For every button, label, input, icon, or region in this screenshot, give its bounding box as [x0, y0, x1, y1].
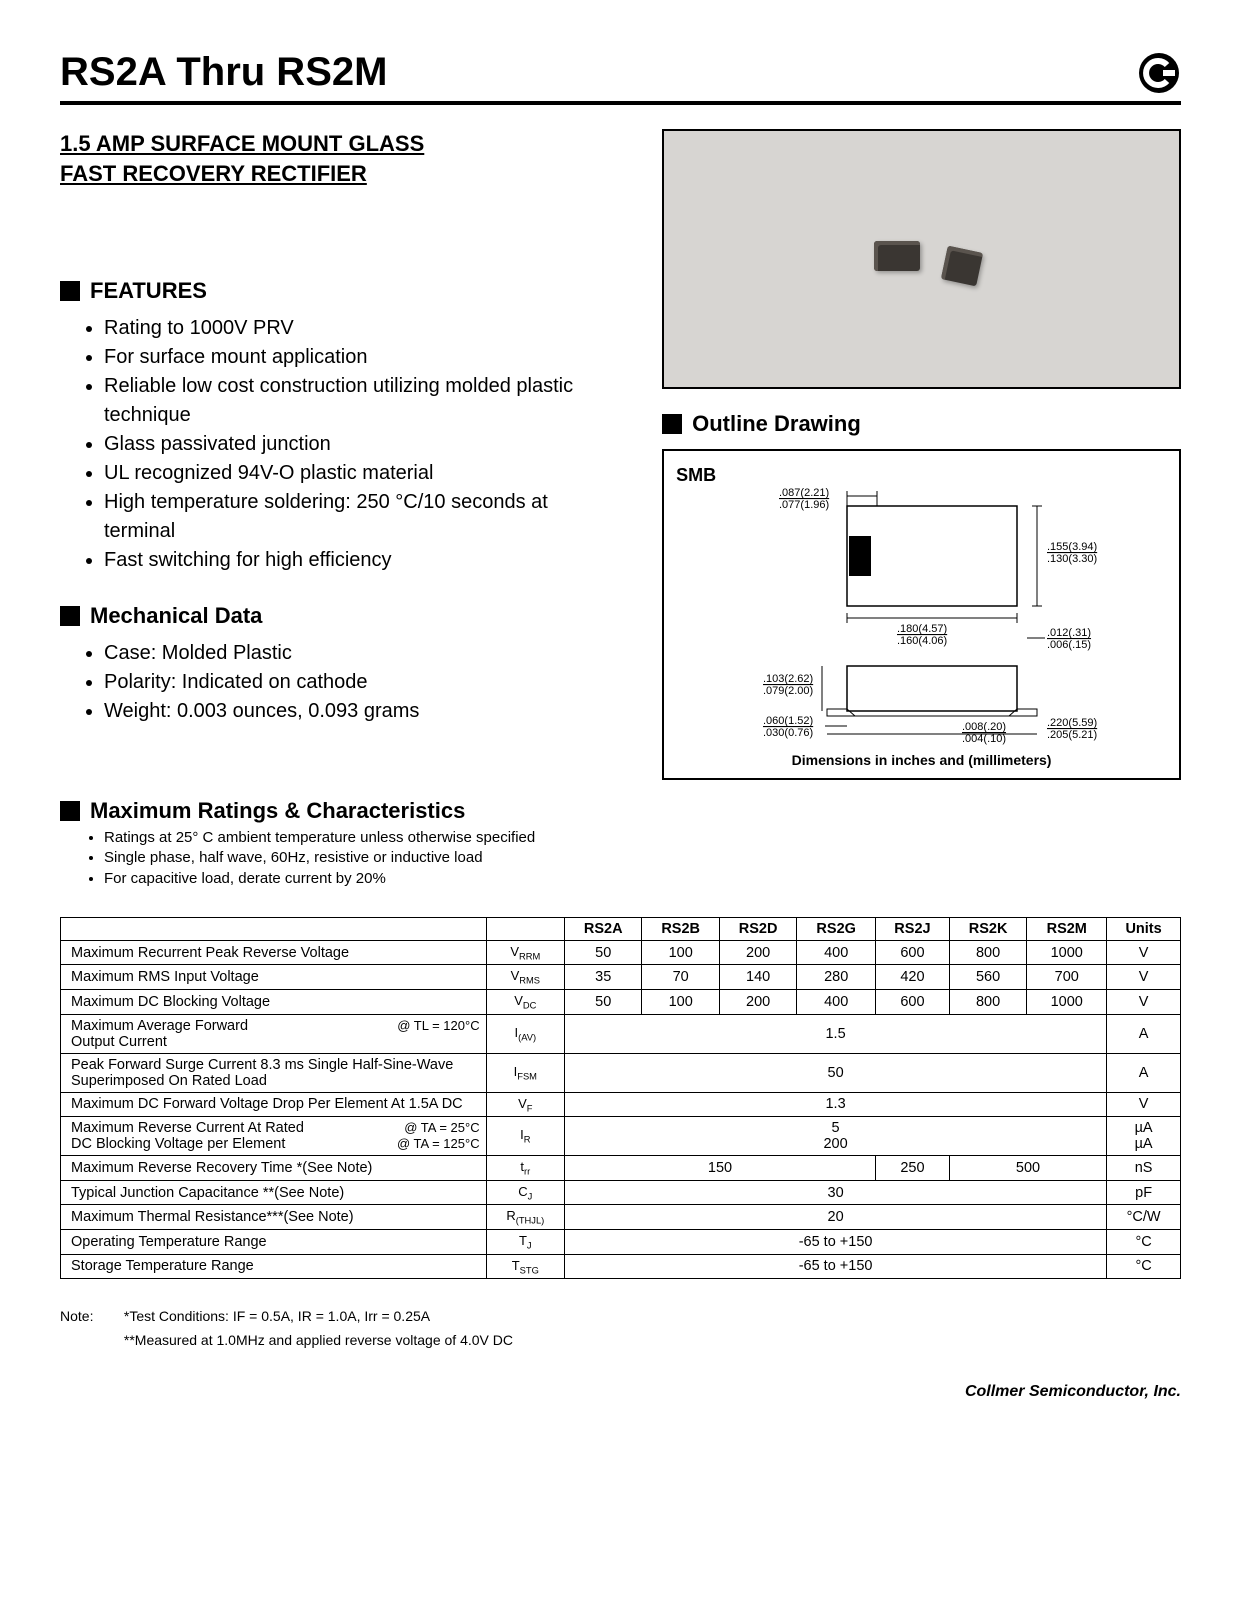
mechanical-list: Case: Molded Plastic Polarity: Indicated…: [60, 639, 622, 726]
package-type-label: SMB: [676, 465, 716, 486]
svg-text:.180(4.57): .180(4.57): [897, 623, 947, 635]
outline-heading: Outline Drawing: [662, 411, 1181, 437]
table-row: Maximum Recurrent Peak Reverse VoltageVR…: [61, 940, 1181, 965]
list-item: Polarity: Indicated on cathode: [104, 668, 622, 697]
table-row: Maximum DC Blocking VoltageVDC5010020040…: [61, 989, 1181, 1014]
table-row: Typical Junction Capacitance **(See Note…: [61, 1180, 1181, 1205]
table-header-row: RS2A RS2B RS2D RS2G RS2J RS2K RS2M Units: [61, 917, 1181, 940]
svg-text:.004(.10): .004(.10): [962, 733, 1006, 745]
list-item: For surface mount application: [104, 343, 622, 372]
list-item: Single phase, half wave, 60Hz, resistive…: [104, 848, 1181, 868]
list-item: Fast switching for high efficiency: [104, 546, 622, 575]
table-row: Maximum Thermal Resistance***(See Note)R…: [61, 1205, 1181, 1230]
outline-drawing-box: SMB .087(2.21) .077(1.96) .155(3.94): [662, 449, 1181, 780]
list-item: Glass passivated junction: [104, 430, 622, 459]
footnotes: Note: *Test Conditions: IF = 0.5A, IR = …: [60, 1305, 1181, 1353]
svg-text:.060(1.52): .060(1.52): [763, 715, 813, 727]
list-item: High temperature soldering: 250 °C/10 se…: [104, 488, 622, 546]
svg-text:.220(5.59): .220(5.59): [1047, 717, 1097, 729]
svg-text:.006(.15): .006(.15): [1047, 639, 1091, 651]
list-item: Weight: 0.003 ounces, 0.093 grams: [104, 697, 622, 726]
svg-text:.160(4.06): .160(4.06): [897, 635, 947, 647]
list-item: Reliable low cost construction utilizing…: [104, 372, 622, 430]
bullet-square-icon: [60, 281, 80, 301]
list-item: UL recognized 94V-O plastic material: [104, 459, 622, 488]
component-chip-icon: [874, 241, 920, 271]
ratings-table: RS2A RS2B RS2D RS2G RS2J RS2K RS2M Units…: [60, 917, 1181, 1279]
bullet-square-icon: [60, 801, 80, 821]
features-list: Rating to 1000V PRV For surface mount ap…: [60, 314, 622, 575]
svg-text:.087(2.21): .087(2.21): [779, 487, 829, 499]
table-row: Maximum Average Forward@ TL = 120°COutpu…: [61, 1014, 1181, 1053]
product-subtitle: 1.5 AMP SURFACE MOUNT GLASS FAST RECOVER…: [60, 129, 622, 188]
list-item: Rating to 1000V PRV: [104, 314, 622, 343]
svg-text:.205(5.21): .205(5.21): [1047, 729, 1097, 741]
mechanical-heading: Mechanical Data: [60, 603, 622, 629]
ratings-heading: Maximum Ratings & Characteristics: [60, 798, 1181, 824]
component-chip-icon: [941, 246, 983, 287]
main-title: RS2A Thru RS2M: [60, 50, 387, 95]
svg-text:.077(1.96): .077(1.96): [779, 499, 829, 511]
product-photo: [662, 129, 1181, 389]
table-row: Peak Forward Surge Current 8.3 ms Single…: [61, 1053, 1181, 1092]
svg-text:.155(3.94): .155(3.94): [1047, 541, 1097, 553]
table-row: Storage Temperature RangeTSTG-65 to +150…: [61, 1254, 1181, 1279]
outline-caption: Dimensions in inches and (millimeters): [676, 752, 1167, 768]
svg-text:.030(0.76): .030(0.76): [763, 727, 813, 739]
svg-text:.130(3.30): .130(3.30): [1047, 553, 1097, 565]
ratings-conditions-list: Ratings at 25° C ambient temperature unl…: [60, 828, 1181, 889]
company-footer: Collmer Semiconductor, Inc.: [60, 1383, 1181, 1401]
table-row: Operating Temperature RangeTJ-65 to +150…: [61, 1229, 1181, 1254]
list-item: For capacitive load, derate current by 2…: [104, 869, 1181, 889]
svg-text:.008(.20): .008(.20): [962, 721, 1006, 733]
svg-text:.079(2.00): .079(2.00): [763, 685, 813, 697]
outline-drawing-icon: .087(2.21) .077(1.96) .155(3.94) .130(3.…: [707, 486, 1137, 746]
company-logo-icon: [1137, 51, 1181, 95]
list-item: Case: Molded Plastic: [104, 639, 622, 668]
table-row: Maximum Reverse Current At Rated@ TA = 2…: [61, 1117, 1181, 1156]
bullet-square-icon: [662, 414, 682, 434]
bullet-square-icon: [60, 606, 80, 626]
svg-text:.012(.31): .012(.31): [1047, 627, 1091, 639]
svg-text:.103(2.62): .103(2.62): [763, 673, 813, 685]
list-item: Ratings at 25° C ambient temperature unl…: [104, 828, 1181, 848]
features-heading: FEATURES: [60, 278, 622, 304]
table-row: Maximum RMS Input VoltageVRMS35701402804…: [61, 965, 1181, 990]
table-row: Maximum Reverse Recovery Time *(See Note…: [61, 1156, 1181, 1181]
table-row: Maximum DC Forward Voltage Drop Per Elem…: [61, 1092, 1181, 1117]
page-header: RS2A Thru RS2M: [60, 50, 1181, 105]
